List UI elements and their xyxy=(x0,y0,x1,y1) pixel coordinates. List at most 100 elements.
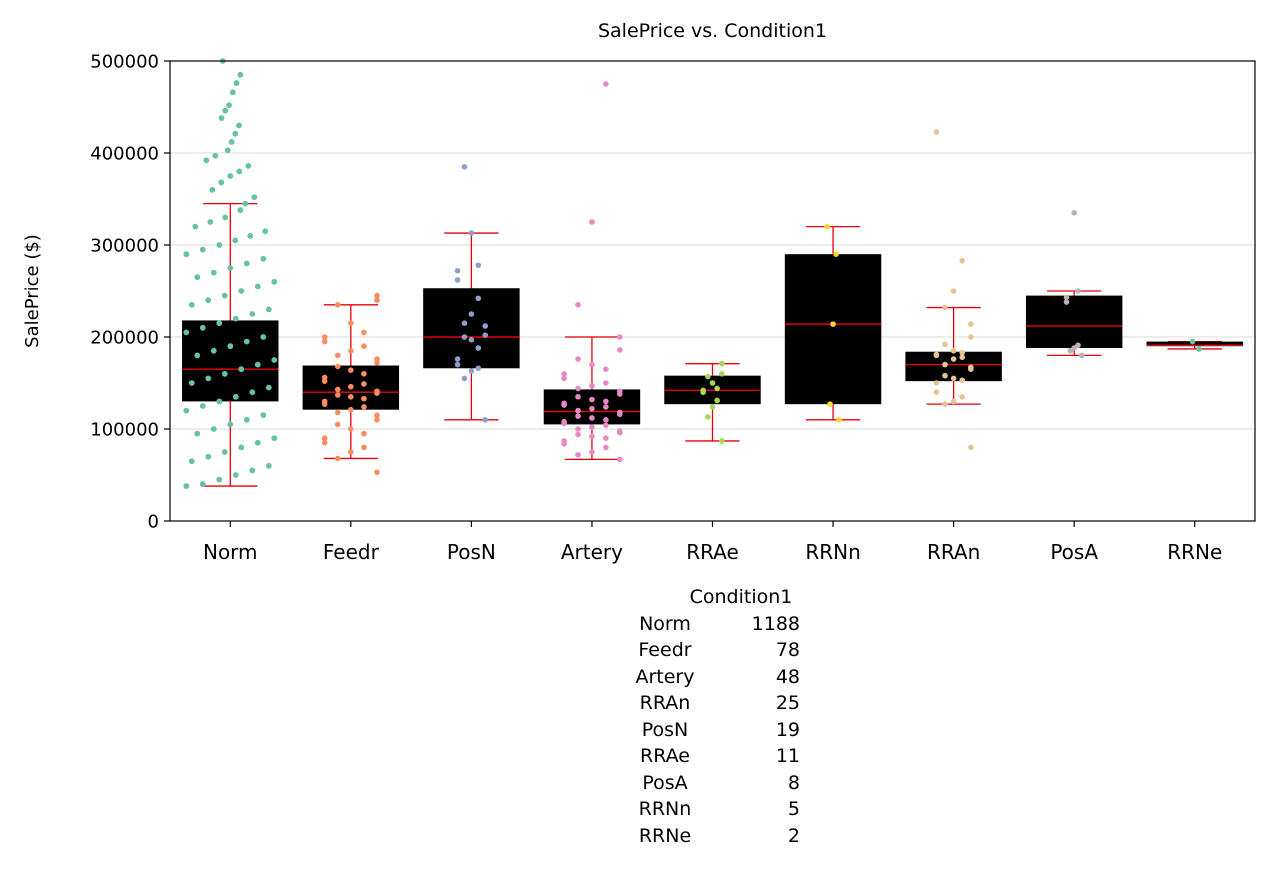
data-point xyxy=(589,361,595,368)
data-point xyxy=(575,431,581,438)
data-point xyxy=(561,438,567,444)
data-point xyxy=(950,288,957,294)
data-point xyxy=(589,424,595,430)
counts-row: RRNe 2 xyxy=(600,823,830,850)
data-point xyxy=(210,347,217,354)
counts-label: PosA xyxy=(642,771,688,794)
data-point xyxy=(188,301,195,308)
data-point xyxy=(249,389,256,396)
data-point xyxy=(199,246,206,253)
counts-table: Condition1 Norm 1188 Feedr 78 Artery 48 … xyxy=(600,584,830,849)
data-point xyxy=(232,315,239,322)
counts-row: PosN 19 xyxy=(600,717,830,744)
data-point xyxy=(968,321,974,327)
counts-row: Feedr 78 xyxy=(600,637,830,664)
counts-value: 8 xyxy=(787,771,800,794)
data-point xyxy=(482,332,489,338)
data-point xyxy=(950,375,957,382)
data-point xyxy=(216,320,223,327)
data-point xyxy=(238,288,245,294)
counts-value: 25 xyxy=(775,692,800,714)
data-point xyxy=(226,102,232,109)
counts-label: RRAn xyxy=(639,692,691,714)
data-point xyxy=(361,371,367,377)
data-point xyxy=(199,403,206,409)
data-point xyxy=(183,251,190,258)
counts-label: RRAe xyxy=(640,745,690,767)
data-point xyxy=(1189,338,1196,345)
data-point xyxy=(461,164,468,170)
data-point xyxy=(374,356,380,362)
data-point xyxy=(933,351,940,358)
data-point xyxy=(603,422,609,429)
data-point xyxy=(1063,299,1070,305)
y-tick-label: 200000 xyxy=(90,328,159,349)
counts-row: Norm 1188 xyxy=(600,611,830,638)
data-point xyxy=(603,380,609,386)
data-point xyxy=(468,336,475,343)
data-point xyxy=(833,251,839,257)
data-point xyxy=(334,363,341,370)
data-point xyxy=(589,219,595,225)
counts-value: 19 xyxy=(775,718,800,741)
data-point xyxy=(589,382,595,389)
data-point xyxy=(575,385,581,392)
data-point xyxy=(321,338,328,345)
data-point xyxy=(321,374,328,381)
data-point xyxy=(603,417,609,423)
data-point xyxy=(227,343,234,350)
box-posa xyxy=(1025,295,1123,349)
data-point xyxy=(262,228,269,235)
counts-value: 11 xyxy=(775,745,800,767)
data-point xyxy=(205,375,212,382)
data-point xyxy=(249,467,256,474)
data-point xyxy=(589,405,595,412)
data-point xyxy=(361,381,367,387)
data-point xyxy=(361,395,367,402)
x-tick-label: PosA xyxy=(1050,540,1098,564)
data-point xyxy=(232,393,239,400)
counts-label: RRNn xyxy=(638,798,692,820)
data-point xyxy=(603,81,609,87)
counts-row: Artery 48 xyxy=(600,664,830,691)
x-tick-label: Norm xyxy=(203,540,258,564)
data-point xyxy=(575,356,581,362)
counts-label: PosN xyxy=(641,718,689,741)
data-point xyxy=(603,444,609,451)
data-point xyxy=(603,404,609,410)
data-point xyxy=(1079,352,1085,359)
data-point xyxy=(254,361,261,368)
x-tick-label: PosN xyxy=(447,540,496,564)
data-point xyxy=(361,430,367,437)
data-point xyxy=(589,449,595,455)
data-point xyxy=(233,80,240,86)
box-norm xyxy=(182,320,279,402)
data-point xyxy=(216,242,223,248)
x-tick-label: RRAn xyxy=(927,540,980,564)
box-posn xyxy=(423,288,520,369)
data-point xyxy=(1075,342,1081,349)
data-point xyxy=(237,207,244,213)
data-point xyxy=(227,421,234,428)
data-point xyxy=(228,139,235,145)
data-point xyxy=(221,292,228,299)
data-point xyxy=(254,283,261,290)
data-point xyxy=(321,334,328,340)
data-point xyxy=(232,472,239,478)
data-point xyxy=(942,304,948,311)
data-point xyxy=(334,352,341,359)
data-point xyxy=(188,380,195,386)
data-point xyxy=(1196,346,1202,352)
data-point xyxy=(218,179,225,186)
data-point xyxy=(705,373,711,380)
data-point xyxy=(271,435,278,442)
data-point xyxy=(959,377,966,384)
data-point xyxy=(719,371,725,377)
data-point xyxy=(482,323,489,329)
counts-header: Condition1 xyxy=(689,586,793,608)
data-point xyxy=(265,462,272,469)
data-point xyxy=(575,407,581,414)
data-point xyxy=(616,456,623,463)
data-point xyxy=(561,371,567,377)
data-point xyxy=(836,417,842,423)
